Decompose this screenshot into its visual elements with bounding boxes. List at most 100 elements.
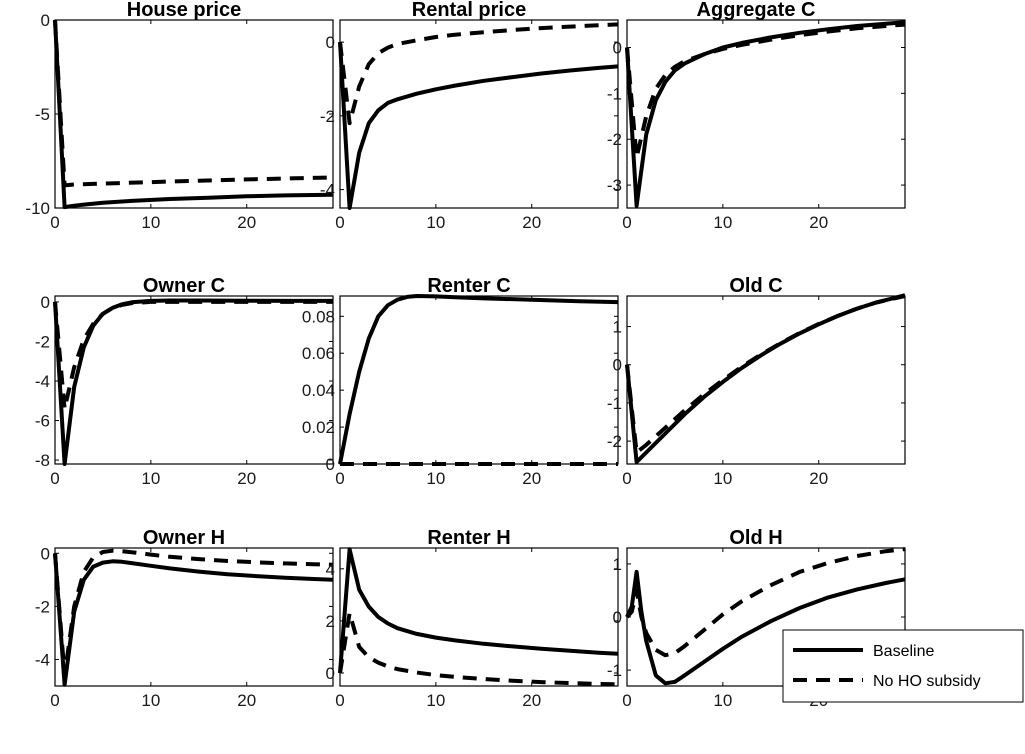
- axes-box: [54, 295, 334, 465]
- axes-box: [54, 547, 334, 687]
- y-tick-label: -6: [35, 412, 50, 431]
- x-tick-label: 20: [809, 469, 828, 488]
- y-tick-label: -5: [35, 105, 50, 124]
- panel-title: Rental price: [412, 0, 526, 21]
- x-tick-label: 20: [522, 469, 541, 488]
- x-tick-label: 20: [522, 213, 541, 232]
- y-tick-label: 0.06: [302, 344, 335, 363]
- y-tick-label: 2: [326, 612, 335, 631]
- y-tick-label: -2: [35, 332, 50, 351]
- panel-title: Renter C: [427, 275, 510, 297]
- panel-2: Aggregate C 0 10 20 -3 -2 -1 0: [607, 0, 906, 232]
- panel-title: Renter H: [427, 527, 510, 549]
- x-tick-label: 10: [141, 691, 160, 710]
- axes-box: [339, 19, 619, 209]
- x-tick-label: 10: [141, 213, 160, 232]
- y-tick-label: -3: [607, 176, 622, 195]
- y-tick-label: -1: [607, 84, 622, 103]
- y-tick-label: -4: [35, 650, 50, 669]
- axes-box: [339, 295, 619, 465]
- y-tick-label: -8: [35, 451, 50, 470]
- x-tick-label: 10: [426, 691, 445, 710]
- x-tick-label: 0: [50, 691, 59, 710]
- x-tick-label: 0: [335, 469, 344, 488]
- x-tick-label: 10: [141, 469, 160, 488]
- x-tick-label: 20: [237, 213, 256, 232]
- panel-title: Owner H: [143, 527, 225, 549]
- x-tick-label: 0: [335, 691, 344, 710]
- axes-box: [626, 19, 906, 209]
- panel-title: Old H: [729, 527, 782, 549]
- y-tick-label: 0: [613, 39, 622, 58]
- y-tick-label: 0: [326, 33, 335, 52]
- x-tick-label: 20: [237, 469, 256, 488]
- x-tick-label: 0: [50, 469, 59, 488]
- x-tick-label: 0: [622, 469, 631, 488]
- y-tick-label: 0.04: [302, 381, 335, 400]
- x-tick-label: 10: [426, 469, 445, 488]
- x-tick-label: 10: [713, 469, 732, 488]
- panel-3: Owner C 0 10 20 -8 -6 -4 -2 0: [35, 275, 334, 488]
- dashed-series-line: [338, 22, 619, 126]
- y-tick-label: 1: [613, 555, 622, 574]
- y-tick-label: -1: [607, 661, 622, 680]
- y-tick-label: 0: [326, 455, 335, 474]
- x-tick-label: 0: [335, 213, 344, 232]
- x-tick-label: 0: [622, 213, 631, 232]
- axes-box: [339, 547, 619, 687]
- y-tick-label: -4: [35, 372, 50, 391]
- legend-label: No HO subsidy: [873, 673, 981, 690]
- dashed-series-line: [53, 19, 334, 188]
- solid-series-line: [625, 569, 906, 686]
- x-tick-label: 20: [237, 691, 256, 710]
- y-tick-label: -4: [320, 181, 335, 200]
- y-tick-label: 0: [613, 608, 622, 627]
- y-tick-label: 0.02: [302, 418, 335, 437]
- solid-series-line: [53, 553, 334, 687]
- solid-series-line: [625, 20, 906, 208]
- solid-series-line: [338, 547, 619, 674]
- y-tick-label: -2: [35, 597, 50, 616]
- y-tick-label: -1: [607, 394, 622, 413]
- y-tick-label: 0.08: [302, 307, 335, 326]
- y-tick-label: 0: [41, 11, 50, 30]
- solid-series-line: [53, 19, 334, 210]
- panel-6: Owner H 0 10 20 -4 -2 0: [35, 527, 334, 710]
- solid-series-line: [53, 298, 333, 466]
- y-tick-label: -10: [25, 199, 50, 218]
- dashed-series-line: [53, 548, 334, 678]
- dashed-series-line: [625, 547, 906, 658]
- x-tick-label: 20: [522, 691, 541, 710]
- y-tick-label: 0: [41, 544, 50, 563]
- x-tick-label: 10: [713, 213, 732, 232]
- panel-title: Old C: [729, 275, 782, 297]
- dashed-series-line: [338, 611, 619, 687]
- y-tick-label: 1: [613, 318, 622, 337]
- y-tick-label: 0: [613, 356, 622, 375]
- y-tick-label: -2: [607, 130, 622, 149]
- y-tick-label: 0: [41, 293, 50, 312]
- dashed-series-line: [625, 294, 906, 455]
- y-tick-label: -2: [607, 432, 622, 451]
- panel-7: Renter H 0 10 20 0 2 4: [326, 527, 619, 710]
- axes-box: [626, 295, 906, 465]
- panel-title: Owner C: [143, 275, 225, 297]
- panel-5: Old C 0 10 20 -2 -1 0 1: [607, 275, 906, 488]
- panel-title: Aggregate C: [697, 0, 816, 21]
- solid-series-line: [338, 294, 619, 465]
- y-tick-label: 4: [326, 560, 335, 579]
- x-tick-label: 10: [713, 691, 732, 710]
- x-tick-label: 0: [50, 213, 59, 232]
- solid-series-line: [338, 41, 619, 210]
- y-tick-label: -2: [320, 107, 335, 126]
- solid-series-line: [625, 293, 906, 465]
- x-tick-label: 10: [426, 213, 445, 232]
- panel-title: House price: [127, 0, 241, 21]
- x-tick-label: 0: [622, 691, 631, 710]
- legend-box: [782, 629, 1024, 703]
- dashed-series-line: [625, 22, 906, 160]
- dashed-series-line: [53, 299, 333, 411]
